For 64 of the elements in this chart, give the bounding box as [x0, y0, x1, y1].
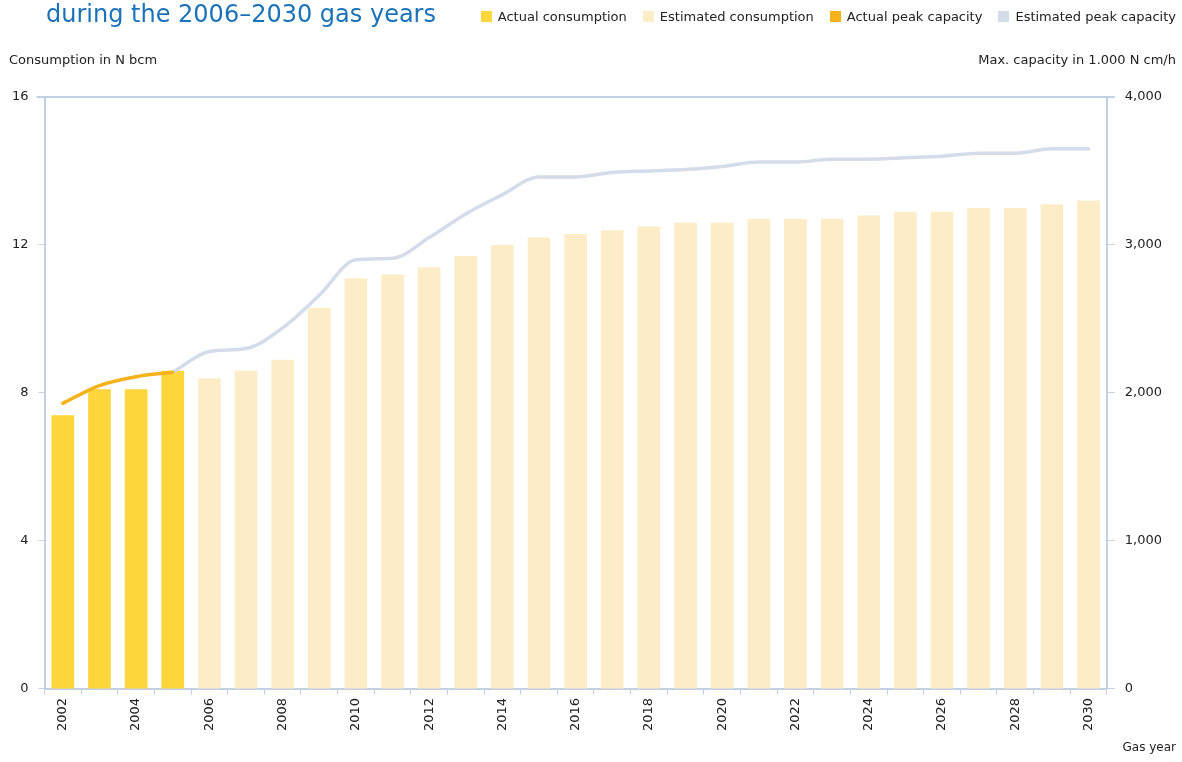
y2-axis-title: Max. capacity in 1.000 N cm/h	[978, 52, 1176, 67]
x-tick-label: 2020	[713, 697, 729, 732]
bar	[674, 222, 697, 689]
bar	[491, 244, 514, 689]
y-tick-label: 16	[12, 88, 29, 104]
x-tick-label: 2008	[274, 697, 290, 732]
bar	[381, 274, 404, 689]
x-tick-label: 2006	[200, 697, 216, 732]
line-series	[61, 370, 175, 406]
chart-title: during the 2006–2030 gas years	[46, 0, 436, 28]
x-tick-label: 2022	[786, 697, 802, 732]
bar	[637, 226, 661, 689]
bar	[564, 233, 588, 689]
bar	[1040, 204, 1064, 689]
bar	[1003, 207, 1027, 689]
y2-tick-label: 0	[1124, 680, 1134, 696]
bar	[857, 215, 881, 689]
x-tick-label: 2024	[860, 697, 876, 732]
bar	[527, 237, 551, 689]
x-tick-label: 2010	[347, 697, 363, 732]
bar	[893, 211, 917, 689]
bar	[307, 307, 331, 689]
y-tick-label: 0	[20, 680, 29, 696]
bar	[930, 211, 954, 689]
bar	[747, 219, 771, 689]
bar	[967, 207, 990, 689]
y2-tick-label: 2,000	[1124, 384, 1162, 400]
bar	[1077, 200, 1100, 689]
bar	[820, 219, 844, 689]
bar	[417, 267, 441, 689]
bar	[454, 256, 478, 689]
x-tick-label: 2002	[54, 697, 70, 732]
bar	[51, 415, 75, 689]
x-tick-label: 2018	[640, 697, 656, 732]
bar	[344, 278, 368, 689]
y-tick-label: 4	[20, 532, 29, 548]
legend-label: Actual consumption	[496, 9, 627, 24]
bar	[161, 370, 185, 689]
legend-label: Actual peak capacity	[845, 9, 983, 24]
x-tick-label: 2014	[493, 697, 509, 732]
y-tick-label: 12	[12, 236, 29, 252]
bar	[124, 389, 148, 689]
y2-tick-label: 4,000	[1124, 88, 1162, 104]
bar	[234, 370, 258, 689]
bar	[198, 378, 221, 689]
line-series	[170, 147, 1091, 374]
y2-tick-label: 1,000	[1124, 532, 1162, 548]
bar	[600, 230, 624, 689]
y-tick-label: 8	[20, 384, 29, 400]
x-tick-label: 2012	[420, 697, 436, 732]
x-axis-title: Gas year	[1122, 740, 1176, 754]
x-tick-label: 2004	[127, 697, 143, 732]
x-tick-label: 2016	[567, 697, 583, 732]
y2-tick-label: 3,000	[1124, 236, 1162, 252]
bar	[784, 219, 807, 689]
x-tick-label: 2030	[1079, 697, 1095, 732]
bar	[271, 359, 294, 689]
bar	[710, 222, 734, 689]
y-axis-title: Consumption in N bcm	[9, 52, 158, 67]
legend-label: Estimated peak capacity	[1014, 9, 1176, 24]
x-tick-label: 2026	[933, 697, 949, 732]
bar	[88, 389, 111, 689]
legend-label: Estimated consumption	[658, 9, 814, 24]
x-tick-label: 2028	[1006, 697, 1022, 732]
